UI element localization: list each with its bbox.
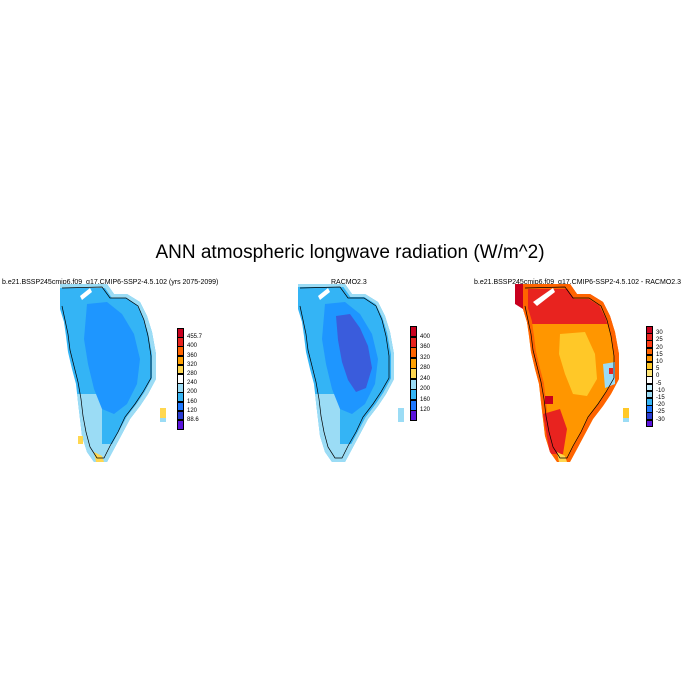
land-mask-racmo bbox=[298, 284, 404, 462]
land-mask-difference bbox=[515, 284, 629, 462]
nares-strait-racmo bbox=[318, 288, 330, 300]
colorbar-segment bbox=[410, 357, 417, 369]
colorbar-label: 280 bbox=[420, 365, 431, 371]
colorbar-label: -5 bbox=[656, 380, 662, 387]
colorbar-label: 0 bbox=[656, 373, 660, 380]
colorbar-segment bbox=[410, 326, 417, 337]
greenland-map-model bbox=[60, 284, 166, 462]
colorbar-segment bbox=[646, 419, 653, 428]
colorbar-segment bbox=[410, 410, 417, 421]
panel-title-model: b.e21.BSSP245cmip6.f09_g17.CMIP6-SSP2-4.… bbox=[2, 279, 219, 286]
colorbar-label: 240 bbox=[187, 380, 198, 387]
colorbar-label: 240 bbox=[420, 375, 431, 382]
figure-title: ANN atmospheric longwave radiation (W/m^… bbox=[155, 242, 545, 263]
colorbar-label: 280 bbox=[187, 371, 198, 377]
colorbar-label: 25 bbox=[656, 337, 663, 344]
colorbar-label: 5 bbox=[656, 366, 660, 373]
coastline-difference bbox=[524, 286, 615, 459]
colorbar-label: 200 bbox=[420, 386, 431, 392]
colorbar-label: 120 bbox=[420, 407, 431, 413]
colorbar-label: 320 bbox=[187, 361, 198, 368]
colorbar-label: -30 bbox=[656, 416, 665, 423]
colorbar-label: -15 bbox=[656, 395, 665, 401]
colorbar-label: -10 bbox=[656, 387, 665, 394]
colorbar-segment bbox=[410, 368, 417, 379]
colorbar-label: 20 bbox=[656, 344, 663, 351]
colorbar-label: 10 bbox=[656, 359, 663, 365]
colorbar-label: 160 bbox=[420, 396, 431, 403]
panel-title-difference: b.e21.BSSP245cmip6.f09_g17.CMIP6-SSP2-4.… bbox=[474, 279, 681, 286]
nares-strait-difference bbox=[533, 288, 555, 306]
colorbar-label: 400 bbox=[420, 333, 431, 340]
colorbar-segment bbox=[410, 347, 417, 358]
colorbar-label: -20 bbox=[656, 402, 665, 409]
greenland-map-difference bbox=[515, 284, 629, 462]
colorbar-label: 200 bbox=[187, 389, 198, 396]
colorbar-segment bbox=[410, 389, 417, 400]
coastline-model bbox=[61, 286, 152, 459]
colorbar-label: 360 bbox=[420, 344, 431, 350]
colorbar-label: 30 bbox=[656, 330, 663, 337]
colorbar-label: 360 bbox=[187, 352, 198, 359]
land-mask-model bbox=[60, 284, 166, 462]
colorbar-label: -25 bbox=[656, 409, 665, 416]
colorbar-label: 15 bbox=[656, 351, 663, 358]
colorbar-label: 455.7 bbox=[187, 334, 203, 341]
colorbar-segment bbox=[410, 399, 417, 411]
colorbar-segment bbox=[410, 336, 417, 348]
colorbar-segment bbox=[410, 378, 417, 390]
colorbar-label: 88.6 bbox=[187, 417, 199, 423]
colorbar-segment bbox=[177, 420, 184, 430]
panel-title-racmo: RACMO2.3 bbox=[331, 279, 367, 286]
nares-strait-model bbox=[80, 288, 92, 300]
coastline-racmo bbox=[299, 286, 390, 459]
colorbar-label: 120 bbox=[187, 407, 198, 414]
colorbar-label: 400 bbox=[187, 343, 198, 350]
colorbar-label: 320 bbox=[420, 354, 431, 361]
colorbar-label: 160 bbox=[187, 398, 198, 405]
greenland-map-racmo bbox=[298, 284, 404, 462]
